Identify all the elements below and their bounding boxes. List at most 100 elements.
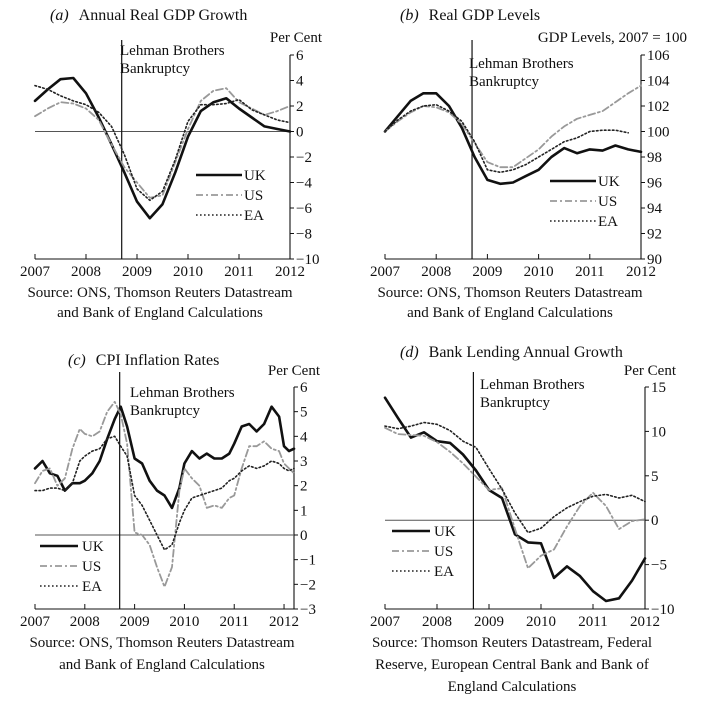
legend-label-ea: EA <box>244 208 264 224</box>
source-note: Source: ONS, Thomson Reuters Datastream <box>29 635 294 651</box>
series-line-ea <box>384 421 646 534</box>
panel-letter: (a) <box>50 7 69 24</box>
panel-letter: (b) <box>400 7 419 24</box>
legend-label-uk: UK <box>82 539 104 555</box>
x-tick-label: 2007 <box>20 264 51 280</box>
x-tick-label: 2008 <box>70 614 100 630</box>
chart-panel-a: (a) Annual Real GDP Growth Per Cent −10 −8 −6… <box>20 7 323 321</box>
series-line-uk <box>383 92 643 186</box>
y-tick-label: −8 <box>296 227 312 243</box>
y-tick-label: 90 <box>647 252 662 268</box>
legend-label-uk: UK <box>598 174 620 190</box>
series-line-uk <box>33 405 296 510</box>
chart-title: (d) Bank Lending Annual Growth <box>400 344 623 361</box>
panel-letter: (d) <box>400 344 419 361</box>
y-axis-label: Per Cent <box>624 363 677 379</box>
legend-label-ea: EA <box>82 579 102 595</box>
y-tick-label: −10 <box>296 252 319 268</box>
legend-label-uk: UK <box>244 168 266 184</box>
y-tick-label: 4 <box>300 429 308 445</box>
x-tick-label: 2009 <box>474 614 504 630</box>
legend-label-uk: UK <box>434 524 456 540</box>
x-tick-label: 2007 <box>370 614 401 630</box>
y-axis-label: GDP Levels, 2007 = 100 <box>538 30 687 46</box>
x-tick-label: 2012 <box>269 614 299 630</box>
legend-label-us: US <box>82 559 101 575</box>
lehman-annotation: Bankruptcy <box>480 395 550 411</box>
lehman-annotation: Lehman Brothers <box>130 385 235 401</box>
x-tick-label: 2011 <box>578 614 607 630</box>
source-note: and Bank of England Calculations <box>57 305 263 321</box>
series-line-us <box>384 84 642 169</box>
series-line-us <box>384 426 646 570</box>
y-tick-label: 10 <box>651 424 666 440</box>
legend-label-us: US <box>244 188 263 204</box>
x-tick-label: 2009 <box>122 264 152 280</box>
y-tick-label: 15 <box>651 380 666 396</box>
x-tick-label: 2011 <box>220 614 249 630</box>
x-tick-label: 2011 <box>575 264 604 280</box>
y-tick-label: −6 <box>296 201 312 217</box>
series-line-ea <box>384 103 630 174</box>
legend-label-us: US <box>434 544 453 560</box>
y-tick-label: 2 <box>300 479 308 495</box>
series-line-us <box>34 400 295 588</box>
series-line-uk <box>383 396 647 603</box>
y-tick-label: −2 <box>296 150 312 166</box>
series-line-ea <box>34 84 291 202</box>
x-tick-label: 2011 <box>224 264 253 280</box>
x-tick-label: 2008 <box>422 614 452 630</box>
y-tick-label: −2 <box>300 577 316 593</box>
y-tick-label: 92 <box>647 227 662 243</box>
y-tick-label: 104 <box>647 74 670 90</box>
x-tick-label: 2010 <box>173 264 203 280</box>
y-tick-label: −10 <box>651 602 674 618</box>
x-tick-label: 2008 <box>421 264 451 280</box>
panel-title: Real GDP Levels <box>429 7 540 24</box>
x-tick-label: 2007 <box>20 614 51 630</box>
y-axis-label: Per Cent <box>268 363 321 379</box>
y-tick-label: 1 <box>300 503 308 519</box>
y-tick-label: 6 <box>300 380 308 396</box>
y-tick-label: 5 <box>651 469 659 485</box>
series-line-us <box>34 87 291 199</box>
lehman-annotation: Bankruptcy <box>120 61 190 77</box>
lehman-annotation: Lehman Brothers <box>480 377 585 393</box>
series-line-uk <box>33 76 292 220</box>
x-tick-label: 2007 <box>370 264 401 280</box>
source-note: Source: ONS, Thomson Reuters Datastream <box>27 285 292 301</box>
y-tick-label: 2 <box>296 99 304 115</box>
source-note: and Bank of England Calculations <box>59 657 265 673</box>
x-tick-label: 2010 <box>169 614 199 630</box>
lehman-annotation: Bankruptcy <box>469 74 539 90</box>
source-note: England Calculations <box>448 679 577 695</box>
series-line-ea <box>34 435 295 551</box>
source-note: Source: ONS, Thomson Reuters Datastream <box>377 285 642 301</box>
source-note: Source: Thomson Reuters Datastream, Fede… <box>372 635 652 651</box>
y-tick-label: 102 <box>647 99 670 115</box>
y-tick-label: 5 <box>300 405 308 421</box>
y-tick-label: −1 <box>300 553 316 569</box>
y-tick-label: 3 <box>300 454 308 470</box>
x-tick-label: 2010 <box>524 264 554 280</box>
chart-panel-b: (b) Real GDP Levels GDP Levels, 2007 = 100… <box>370 7 687 321</box>
legend-label-us: US <box>598 194 617 210</box>
y-axis-label: Per Cent <box>270 30 323 46</box>
x-tick-label: 2012 <box>630 614 660 630</box>
chart-title: (a) Annual Real GDP Growth <box>50 7 247 24</box>
source-note: and Bank of England Calculations <box>407 305 613 321</box>
chart-title: (c) CPI Inflation Rates <box>68 352 219 369</box>
y-tick-label: 96 <box>647 176 663 192</box>
chart-panel-c: (c) CPI Inflation Rates Per Cent −3 −2 −1 0 1 2 3… <box>20 352 321 673</box>
y-tick-label: 106 <box>647 48 670 64</box>
legend-label-ea: EA <box>434 564 454 580</box>
x-tick-label: 2008 <box>71 264 101 280</box>
x-tick-label: 2009 <box>472 264 502 280</box>
legend-label-ea: EA <box>598 214 618 230</box>
source-note: Reserve, European Central Bank and Bank … <box>375 657 649 673</box>
lehman-annotation: Lehman Brothers <box>120 43 225 59</box>
y-tick-label: 0 <box>300 528 308 544</box>
x-tick-label: 2010 <box>526 614 556 630</box>
